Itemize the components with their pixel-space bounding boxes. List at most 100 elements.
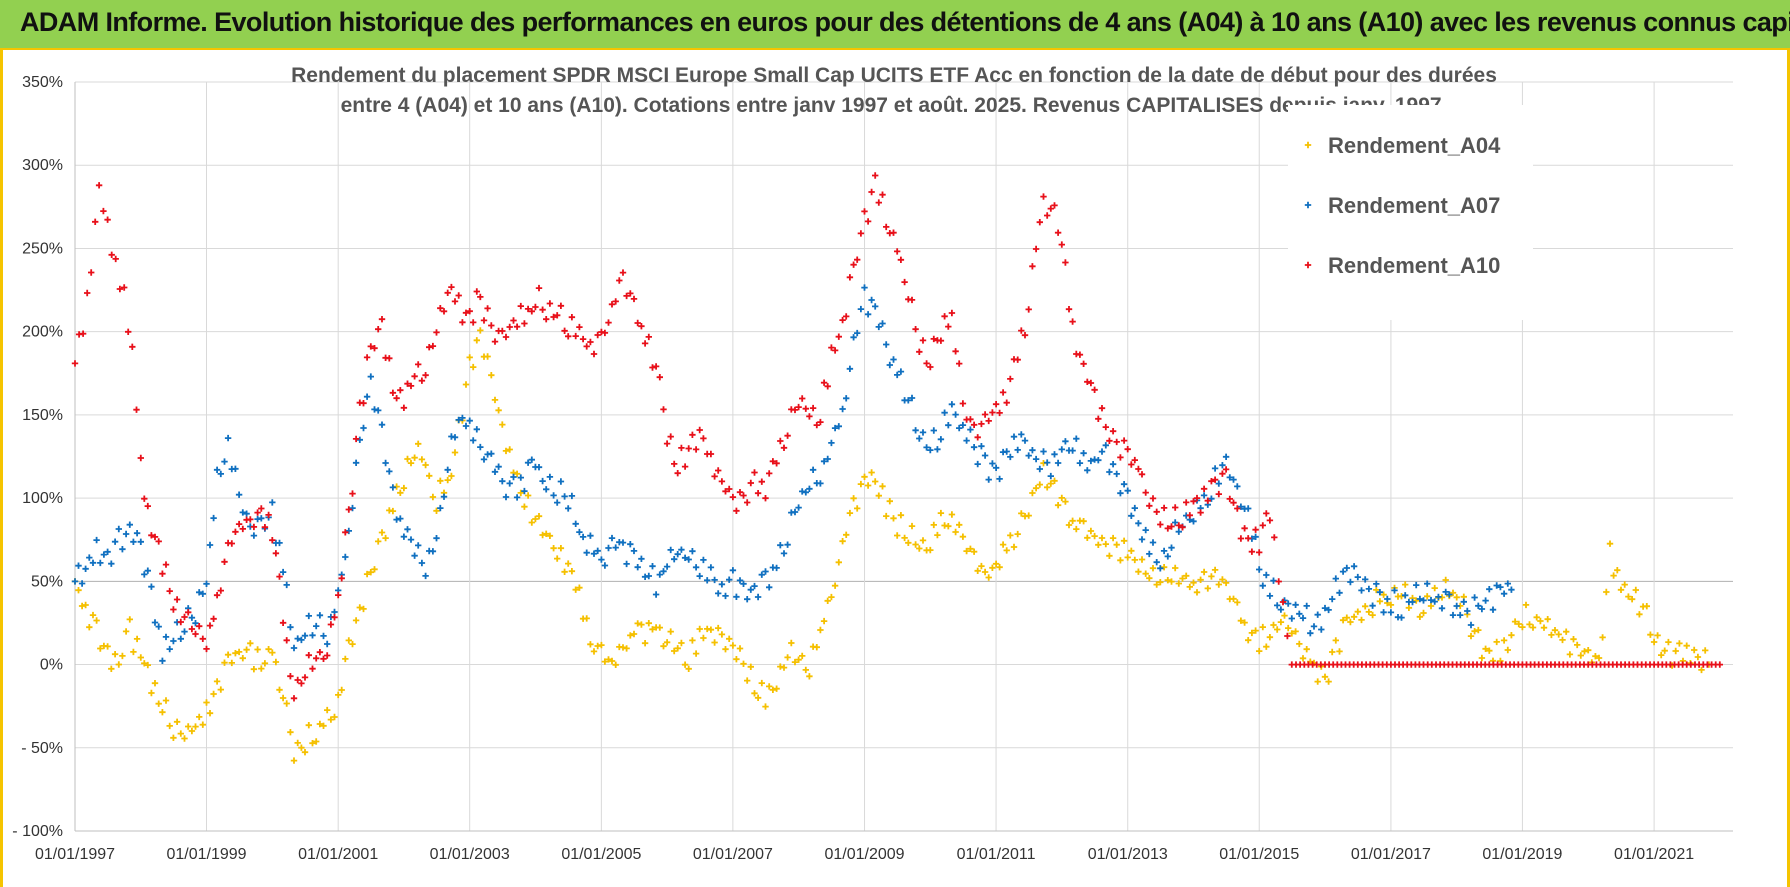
- data-point: [1471, 594, 1478, 601]
- data-point: [363, 393, 371, 400]
- data-point: [835, 423, 842, 430]
- data-point: [1529, 624, 1537, 631]
- y-tick-label: 0%: [40, 657, 63, 674]
- data-point: [115, 525, 122, 533]
- data-point: [649, 626, 656, 633]
- data-point: [261, 524, 269, 531]
- data-point: [912, 326, 919, 333]
- data-point: [766, 584, 773, 591]
- data-point: [177, 635, 184, 642]
- data-point: [287, 729, 294, 736]
- data-point: [524, 492, 532, 499]
- data-point: [843, 531, 850, 538]
- data-point: [1259, 522, 1266, 529]
- data-point: [1617, 586, 1625, 593]
- data-point: [335, 591, 342, 599]
- data-point: [1157, 579, 1164, 586]
- data-point: [649, 563, 656, 570]
- data-point: [894, 371, 901, 379]
- data-point: [371, 406, 378, 413]
- data-point: [400, 533, 408, 540]
- data-point: [543, 530, 550, 537]
- data-point: [1424, 593, 1431, 600]
- data-point: [1292, 601, 1299, 608]
- data-point: [422, 572, 429, 580]
- data-point: [557, 302, 565, 309]
- data-point: [762, 495, 769, 502]
- data-point: [751, 469, 758, 476]
- y-tick-label: 350%: [22, 74, 63, 91]
- data-point: [557, 478, 565, 485]
- data-point: [1402, 592, 1409, 599]
- data-point: [729, 642, 737, 649]
- series-Rendement_A04: [71, 327, 1713, 764]
- data-point: [1449, 589, 1457, 596]
- data-point: [313, 738, 320, 745]
- data-point: [780, 664, 788, 671]
- data-point: [151, 619, 159, 626]
- data-point: [1076, 459, 1084, 467]
- data-point: [1237, 503, 1245, 510]
- data-point: [1018, 431, 1025, 438]
- data-point: [656, 624, 663, 631]
- data-point: [400, 404, 408, 411]
- data-point: [1551, 627, 1559, 634]
- data-point: [272, 550, 280, 557]
- data-point: [104, 548, 111, 555]
- data-point: [1128, 461, 1135, 468]
- y-tick-label: - 50%: [21, 740, 63, 757]
- data-point: [1032, 245, 1040, 253]
- data-point: [692, 564, 700, 571]
- data-point: [1021, 332, 1029, 339]
- data-point: [601, 658, 609, 665]
- data-point: [250, 523, 258, 531]
- y-tick-label: 200%: [22, 324, 63, 341]
- data-point: [404, 380, 411, 387]
- data-point: [320, 655, 327, 662]
- data-point: [700, 556, 707, 564]
- data-point: [652, 591, 660, 598]
- data-point: [948, 401, 956, 408]
- data-point: [170, 606, 177, 613]
- data-point: [92, 218, 99, 225]
- data-point: [546, 532, 554, 539]
- data-point: [1106, 552, 1113, 559]
- data-point: [279, 619, 287, 626]
- data-point: [352, 459, 360, 466]
- data-point: [1149, 539, 1157, 546]
- data-point: [883, 512, 890, 520]
- data-point: [1592, 653, 1599, 660]
- data-point: [532, 515, 539, 523]
- data-point: [1146, 550, 1153, 558]
- data-point: [1186, 512, 1193, 519]
- data-point: [1190, 518, 1197, 525]
- data-point: [235, 491, 243, 498]
- data-point: [1274, 602, 1281, 609]
- legend-marker: [1304, 261, 1312, 269]
- data-point: [1117, 557, 1124, 564]
- data-point: [79, 330, 87, 337]
- data-point: [1343, 614, 1350, 621]
- data-point: [1486, 647, 1493, 654]
- data-point: [539, 477, 546, 485]
- data-point: [1113, 470, 1120, 478]
- data-point: [480, 317, 488, 324]
- data-point: [459, 414, 466, 422]
- data-point: [313, 622, 320, 630]
- data-point: [1175, 528, 1182, 535]
- data-point: [1369, 611, 1376, 619]
- x-tick-label: 01/01/2003: [430, 846, 510, 863]
- data-point: [316, 612, 324, 619]
- data-point: [269, 537, 276, 544]
- data-point: [1219, 576, 1226, 583]
- data-point: [89, 611, 97, 619]
- data-point: [999, 541, 1007, 548]
- data-point: [733, 656, 740, 663]
- data-point: [521, 503, 528, 510]
- data-point: [316, 649, 324, 656]
- data-point: [313, 655, 320, 662]
- data-point: [1120, 537, 1128, 544]
- data-point: [360, 424, 367, 432]
- data-point: [1131, 504, 1138, 512]
- data-point: [1478, 605, 1486, 613]
